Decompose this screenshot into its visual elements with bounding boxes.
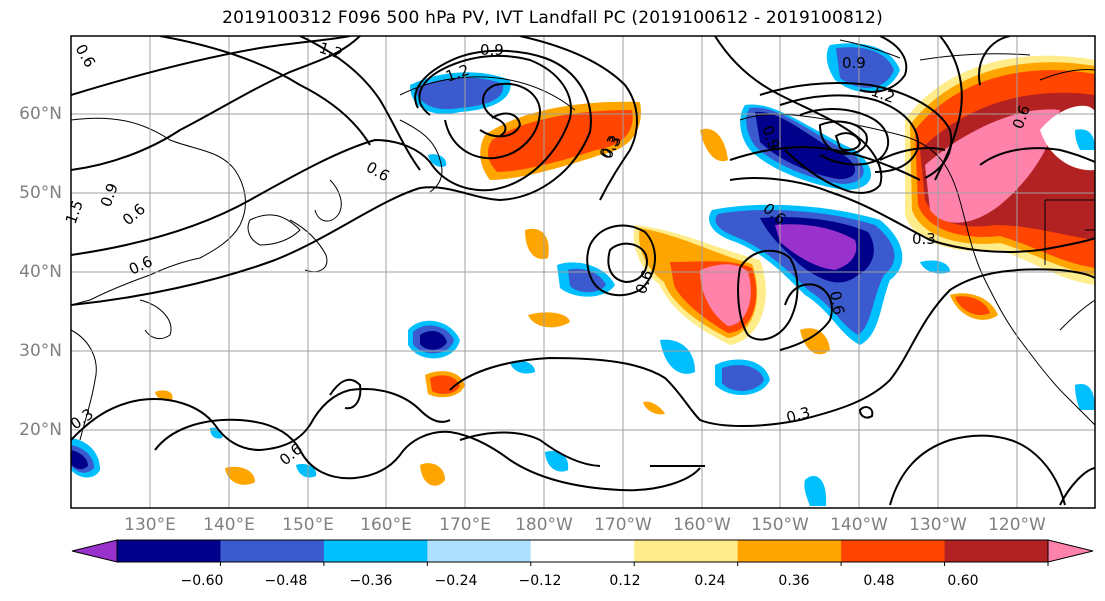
colorbar-tick-label: −0.48 [264, 573, 308, 589]
map-frame [70, 35, 1096, 509]
lat-label: 20°N [19, 420, 62, 440]
lat-label: 50°N [19, 183, 62, 203]
colorbar-segment [117, 540, 221, 562]
lon-label: 160°W [673, 515, 731, 535]
chart-title: 2019100312 F096 500 hPa PV, IVT Landfall… [222, 8, 883, 28]
colorbar-tick-label: 0.60 [947, 573, 979, 589]
lon-label: 170°W [594, 515, 652, 535]
colorbar [71, 539, 1094, 566]
lon-label: 150°E [282, 515, 334, 535]
lat-label: 30°N [19, 341, 62, 361]
contour-label: 0.9 [842, 54, 866, 72]
colorbar-tick-label: −0.24 [434, 573, 478, 589]
contour-label: 0.6 [119, 200, 149, 229]
colorbar-tick-label: −0.60 [180, 573, 224, 589]
contour-label: 0.6 [72, 41, 100, 71]
lon-label: 170°E [439, 515, 491, 535]
colorbar-tick-label: −0.36 [349, 573, 393, 589]
contour-label: 1.5 [62, 198, 87, 227]
colorbar-segment [634, 540, 739, 562]
colorbar-segment [427, 540, 532, 562]
contour-label: 0.3 [912, 230, 936, 248]
graticule [71, 36, 1095, 508]
colorbar-extend-high [1047, 539, 1094, 563]
colorbar-segment [530, 540, 635, 562]
colorbar-tick-label: −0.12 [518, 573, 562, 589]
lon-label: 180°W [515, 515, 573, 535]
contour-label: 0.3 [784, 403, 812, 427]
lat-label: 60°N [19, 104, 62, 124]
lon-label: 120°W [988, 515, 1046, 535]
colorbar-segment [841, 540, 946, 562]
pv-contours [71, 36, 1095, 506]
colorbar-tick-label: 0.12 [609, 573, 641, 589]
colorbar-tick-label: 0.36 [778, 573, 810, 589]
lon-label: 140°E [203, 515, 255, 535]
colorbar-outline [116, 539, 1049, 563]
contour-label: 0.6 [826, 290, 848, 317]
colorbar-segment [944, 540, 1049, 562]
lon-label: 130°W [909, 515, 967, 535]
lon-label: 160°E [360, 515, 412, 535]
colorbar-tick-label: 0.48 [863, 573, 895, 589]
lon-label: 150°W [751, 515, 809, 535]
contour-label: 0.9 [480, 41, 504, 59]
contour-label: 0.9 [97, 181, 122, 210]
colorbar-segment [323, 540, 428, 562]
contour-label: 0.6 [363, 158, 393, 186]
colorbar-tick-label: 0.24 [694, 573, 726, 589]
lon-label: 140°W [830, 515, 888, 535]
lat-label: 40°N [19, 262, 62, 282]
lon-label: 130°E [124, 515, 176, 535]
colorbar-segment [737, 540, 842, 562]
colorbar-extend-low [71, 539, 118, 563]
colorbar-segment [220, 540, 325, 562]
